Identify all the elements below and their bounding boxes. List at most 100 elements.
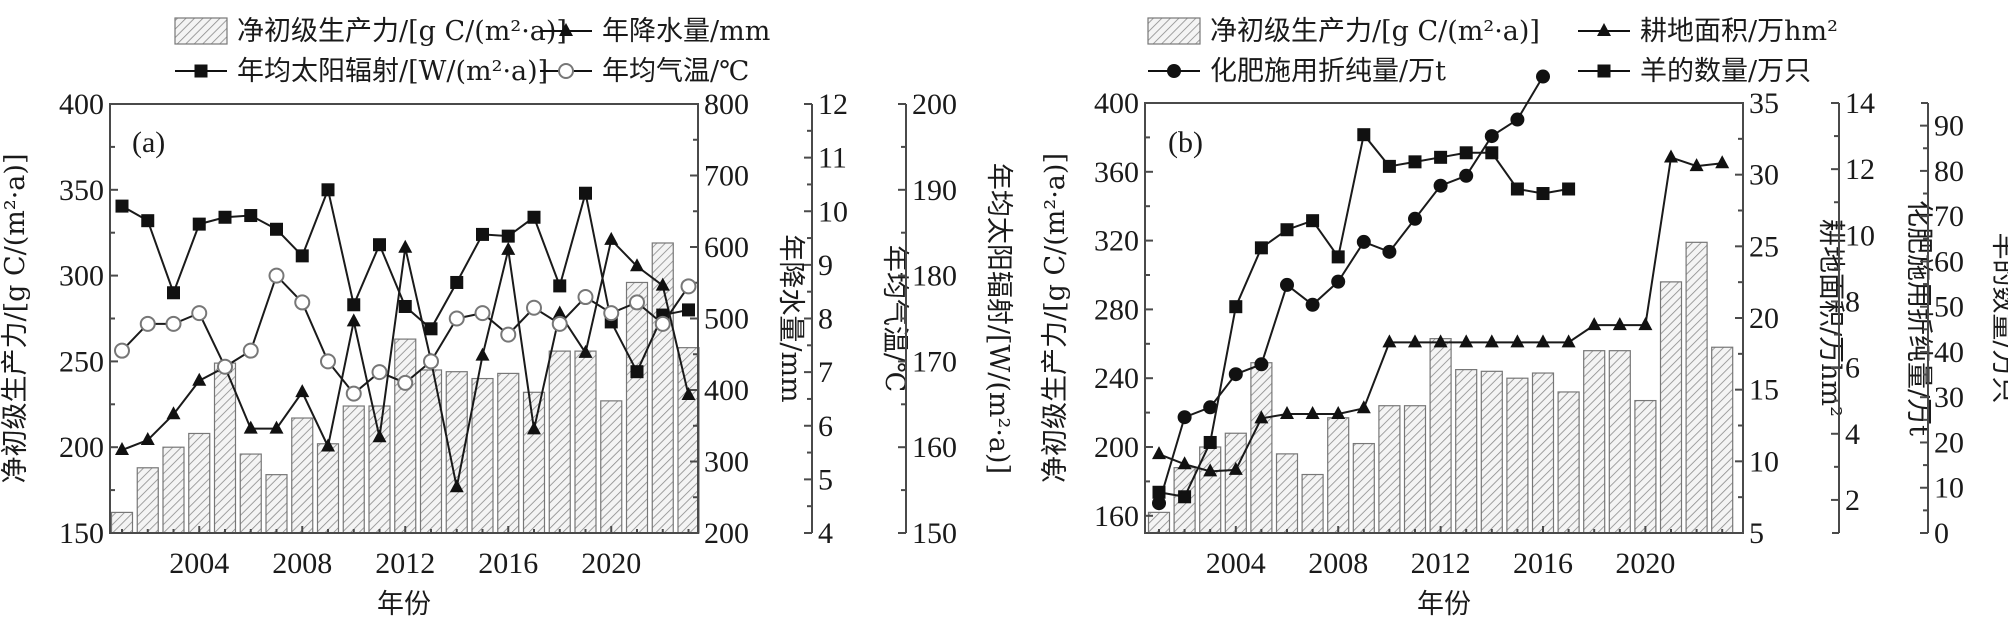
npp-bar [1403,405,1427,534]
y-tick-label-fert: 10 [1845,219,1875,252]
data-point [1459,168,1474,183]
data-point [398,299,412,313]
y-tick-label-npp: 150 [59,517,104,550]
npp-bar [1659,281,1683,534]
data-point [1177,410,1192,425]
data-point [1331,406,1346,420]
y-tick-label-sheep: 70 [1934,200,1964,233]
data-point [1485,146,1499,160]
y-tick-label-npp: 160 [1094,500,1139,533]
data-point [320,353,336,370]
npp-bar [1685,241,1708,534]
data-point [1305,406,1320,420]
x-tick-label: 2008 [1308,547,1368,580]
y-tick-label-npp: 300 [59,260,104,293]
data-point [1382,159,1396,173]
y-axis-title-sheep: 羊的数量/万只 [1988,232,2008,403]
data-point [630,258,644,272]
data-point [578,344,593,358]
data-point [1510,334,1525,348]
data-point [501,229,515,243]
y-tick-label-npp: 320 [1094,225,1139,258]
legend-marker [1597,23,1611,36]
data-point [1434,150,1448,164]
x-tick-label: 2012 [375,547,435,580]
npp-bar [291,417,314,534]
x-tick-label: 2012 [1411,547,1471,580]
data-point [1459,334,1474,348]
y-axis-title-npp: 净初级生产力/[g C/(m²·a)] [0,154,31,484]
y-tick-label-npp: 200 [1094,431,1139,464]
data-point [346,313,361,327]
npp-bar [1583,350,1606,534]
y-tick-label-sheep: 0 [1934,517,1949,550]
y-tick-label-solar: 160 [912,431,957,464]
data-point [682,303,695,317]
y-tick-label-precip: 300 [704,446,749,479]
y-axis-title-npp: 净初级生产力/[g C/(m²·a)] [1040,153,1071,483]
data-point [1305,297,1320,312]
data-point [114,342,130,359]
data-point [681,387,696,401]
npp-bar [1352,442,1375,534]
data-point [1280,223,1294,237]
data-point [1664,149,1678,163]
data-point [115,199,129,213]
y-tick-label-cropland: 5 [1749,517,1764,550]
x-tick-label: 2004 [1206,547,1266,580]
data-point [373,238,386,252]
data-point [243,420,258,434]
legend-swatch [174,17,228,45]
data-point [1357,128,1371,142]
data-point [345,385,362,402]
y-tick-label-sheep: 30 [1934,381,1964,414]
y-tick-label-temp: 7 [818,356,833,389]
y-tick-label-solar: 190 [912,174,957,207]
legend-label: 净初级生产力/[g C/(m²·a)] [1210,16,1540,47]
legend-marker [1167,64,1181,78]
data-point [526,299,542,316]
data-point [1152,496,1166,511]
data-point [1229,300,1243,314]
y-tick-label-temp: 5 [818,463,833,496]
npp-bar [213,362,237,534]
data-point [167,286,180,300]
y-tick-label-temp: 8 [818,303,833,336]
npp-bar [574,350,597,534]
data-point [1356,234,1371,249]
data-point [552,305,567,319]
data-point [450,275,464,289]
data-point [218,210,232,224]
npp-bar [188,432,211,534]
data-point [372,429,387,443]
data-point [1408,211,1422,226]
x-tick-label: 2016 [478,547,538,580]
y-tick-label-npp: 240 [1094,362,1139,395]
data-point [527,210,541,224]
y-tick-label-temp: 11 [818,142,847,175]
data-point [1254,241,1268,255]
data-point [474,305,491,322]
legend-label: 羊的数量/万只 [1640,56,1811,87]
y-tick-label-precip: 600 [704,231,749,264]
y-tick-label-precip: 200 [704,517,749,550]
npp-bar [394,338,417,534]
data-point [448,310,465,327]
data-point [1203,435,1217,449]
data-point [1536,69,1550,84]
y-tick-label-precip: 500 [704,303,749,336]
npp-bar [522,391,546,534]
chart-panel-b: 2004 2008 2012 2016 2020年份160200240280320360… [1040,16,2008,620]
data-point [501,241,516,255]
data-point [141,214,155,228]
npp-bar [1480,370,1503,534]
data-point [475,347,490,361]
legend-marker [194,64,208,78]
data-point [603,305,620,322]
data-point [630,365,644,379]
data-point [1536,334,1550,348]
data-point [191,305,208,322]
data-point [1484,129,1499,144]
npp-bar [1711,346,1734,534]
y-tick-label-npp: 280 [1094,293,1139,326]
